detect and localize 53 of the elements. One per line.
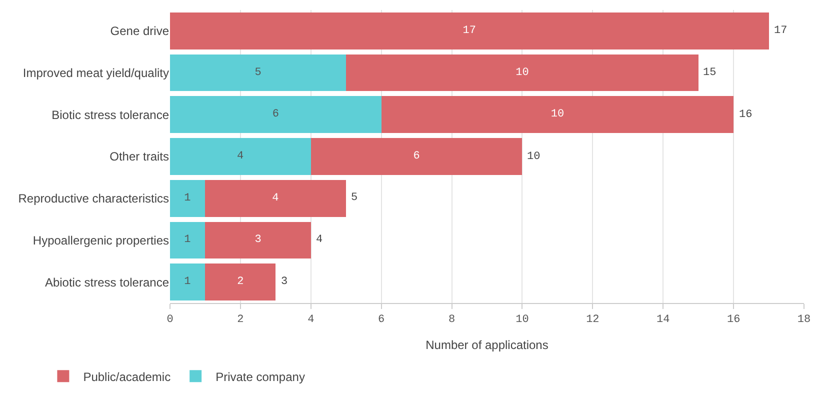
x-tick-label: 2 — [237, 314, 244, 326]
bar — [170, 96, 382, 134]
total-label: 15 — [703, 67, 716, 79]
y-tick-label: Improved meat yield/quality — [22, 66, 169, 80]
bar — [205, 180, 346, 217]
y-tick-label: Abiotic stress tolerance — [44, 275, 170, 290]
x-tick-label: 18 — [797, 314, 811, 326]
data-label: 10 — [516, 66, 529, 79]
total-label: 16 — [739, 109, 752, 121]
data-label: 17 — [462, 24, 476, 37]
bar — [170, 12, 769, 50]
total-label: 3 — [281, 276, 288, 288]
data-label: 6 — [272, 108, 279, 121]
total-label: 4 — [316, 234, 323, 246]
x-tick-label: 12 — [586, 314, 600, 326]
total-label: 17 — [774, 25, 788, 37]
bar — [381, 96, 734, 134]
y-tick-label: Reproductive characteristics — [18, 192, 169, 206]
x-tick-label: 8 — [448, 314, 456, 326]
x-tick-label: 0 — [166, 314, 174, 326]
bar — [170, 222, 206, 259]
data-label: 5 — [254, 66, 262, 79]
data-label: 1 — [184, 234, 192, 246]
x-tick-label: 10 — [516, 314, 529, 326]
y-tick-label: Biotic stress tolerance — [52, 108, 170, 122]
bar — [170, 264, 206, 300]
total-label: 5 — [351, 192, 358, 204]
data-label: 1 — [184, 192, 192, 204]
bar — [310, 138, 522, 175]
data-label: 4 — [272, 192, 280, 204]
bar — [346, 54, 698, 92]
bar — [205, 264, 276, 300]
data-label: 2 — [237, 276, 244, 288]
x-axis-title: Number of applications — [426, 338, 548, 352]
legend-label: Private company — [216, 370, 305, 384]
y-tick-label: Hypoallergenic properties — [32, 233, 169, 248]
x-tick-label: 6 — [378, 314, 385, 326]
bar — [170, 180, 206, 217]
y-tick-label: Other traits — [110, 150, 169, 164]
legend-label: Public/academic — [83, 370, 171, 384]
bar — [170, 138, 311, 175]
data-label: 4 — [236, 150, 244, 162]
x-tick-label: 16 — [726, 314, 740, 326]
total-label: 10 — [527, 151, 540, 163]
data-label: 10 — [550, 108, 564, 121]
bar — [170, 54, 346, 92]
data-label: 1 — [184, 276, 192, 288]
x-tick-label: 4 — [308, 314, 315, 326]
x-tick-label: 14 — [656, 314, 670, 326]
data-label: 3 — [254, 234, 262, 246]
bar — [205, 222, 311, 259]
data-label: 6 — [413, 150, 420, 162]
y-tick-label: Gene drive — [110, 24, 170, 38]
